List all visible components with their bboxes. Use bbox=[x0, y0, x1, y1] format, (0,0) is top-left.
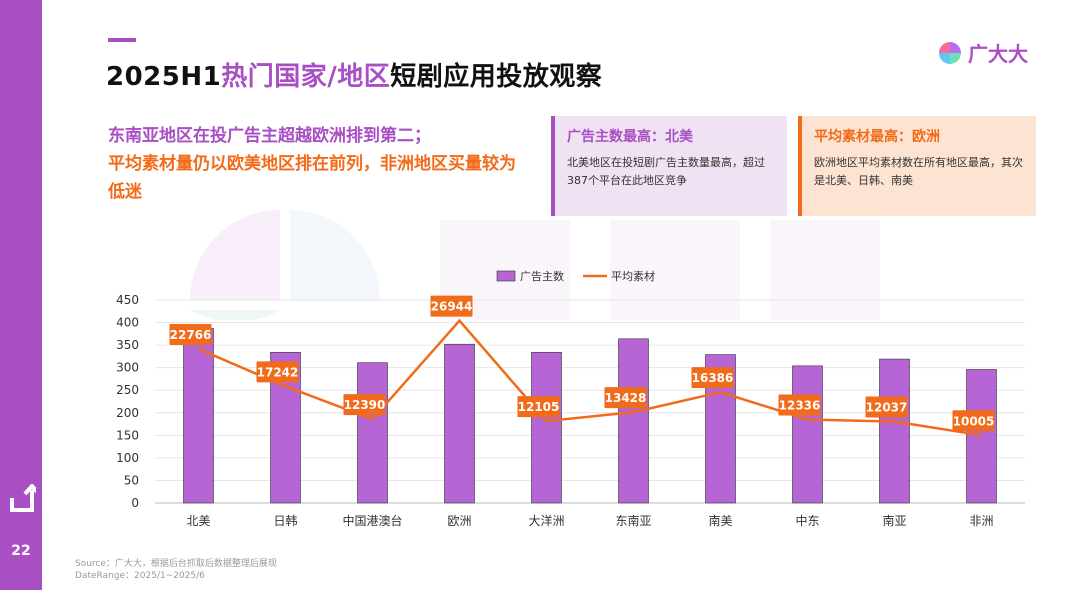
x-tick-label: 南美 bbox=[708, 513, 732, 528]
data-label-box bbox=[691, 367, 734, 389]
x-tick-label: 大洋洲 bbox=[528, 513, 564, 528]
y-tick-label: 50 bbox=[124, 473, 139, 487]
bar bbox=[792, 365, 823, 504]
title-accent-bar bbox=[108, 38, 136, 42]
legend-label: 平均素材 bbox=[611, 269, 655, 283]
data-label-box bbox=[952, 410, 995, 432]
data-label: 12105 bbox=[518, 400, 560, 414]
data-label-box bbox=[865, 396, 908, 418]
card-title: 广告主数最高：北美 bbox=[567, 129, 693, 145]
x-tick-label: 南亚 bbox=[882, 513, 906, 528]
data-label: 12037 bbox=[866, 401, 908, 415]
y-tick-label: 350 bbox=[116, 338, 139, 352]
x-tick-label: 日韩 bbox=[273, 513, 297, 528]
footer-daterange: DateRange：2025/1~2025/6 bbox=[75, 571, 205, 581]
bar bbox=[618, 338, 649, 504]
x-tick-label: 欧洲 bbox=[447, 514, 471, 528]
logo-text: 广大大 bbox=[968, 42, 1028, 66]
y-tick-label: 200 bbox=[116, 406, 139, 420]
card-title: 平均素材最高：欧洲 bbox=[814, 129, 940, 145]
bar bbox=[357, 362, 388, 504]
data-label: 17242 bbox=[257, 365, 299, 379]
summary-line-2: 平均素材量仍以欧美地区排在前列，非洲地区买量较为低迷 bbox=[108, 154, 516, 202]
title-suffix: 短剧应用投放观察 bbox=[390, 62, 603, 92]
brand-logo: 广大大 bbox=[938, 38, 1028, 67]
bar bbox=[444, 343, 475, 504]
data-label: 12336 bbox=[779, 399, 821, 413]
x-tick-label: 北美 bbox=[186, 514, 210, 528]
bar bbox=[531, 352, 562, 504]
data-label: 12390 bbox=[344, 398, 386, 412]
data-label: 16386 bbox=[692, 371, 734, 385]
footer: Source：广大大，根据后台抓取后数据整理后展现 DateRange：2025… bbox=[75, 558, 277, 582]
card-body: 北美地区在投短剧广告主数量最高，超过387个平台在此地区竞争 bbox=[567, 156, 765, 187]
data-label: 26944 bbox=[431, 300, 473, 314]
y-tick-label: 0 bbox=[131, 496, 139, 510]
data-label-box bbox=[517, 396, 560, 418]
data-label-box bbox=[778, 394, 821, 416]
insight-card-creatives: 平均素材最高：欧洲 欧洲地区平均素材数在所有地区最高，其次是北美、日韩、南美 bbox=[798, 116, 1036, 216]
legend-label: 广告主数 bbox=[520, 270, 564, 283]
insight-card-advertisers: 广告主数最高：北美 北美地区在投短剧广告主数量最高，超过387个平台在此地区竞争 bbox=[551, 116, 787, 216]
y-tick-label: 100 bbox=[116, 451, 139, 465]
data-label: 10005 bbox=[953, 414, 995, 428]
chart: 0 50 100 150 200 250 300 350 400 450 北美 日韩 中国港澳台 欧洲 大洋… bbox=[116, 269, 1025, 528]
y-tick-label: 300 bbox=[116, 361, 139, 375]
data-label: 22766 bbox=[170, 328, 212, 342]
y-tick-label: 250 bbox=[116, 383, 139, 397]
data-label-box bbox=[430, 295, 473, 317]
page-number: 22 bbox=[11, 543, 31, 559]
footer-source: Source：广大大，根据后台抓取后数据整理后展现 bbox=[75, 559, 277, 569]
x-tick-label: 非洲 bbox=[969, 514, 993, 528]
x-tick-label: 中国港澳台 bbox=[342, 513, 402, 528]
bar bbox=[966, 369, 997, 504]
data-label: 13428 bbox=[605, 391, 647, 405]
data-label-box bbox=[169, 323, 212, 345]
card-body: 欧洲地区平均素材数在所有地区最高，其次是北美、日韩、南美 bbox=[814, 156, 1023, 187]
title-prefix: 2025H1 bbox=[106, 62, 222, 92]
summary-line-1: 东南亚地区在投广告主超越欧洲排到第二； bbox=[108, 126, 431, 146]
legend-swatch-bar bbox=[496, 270, 516, 282]
return-arrow-icon[interactable] bbox=[8, 484, 36, 514]
page-title: 2025H1热门国家/地区短剧应用投放观察 bbox=[106, 56, 602, 93]
data-label-box bbox=[256, 361, 299, 383]
bar bbox=[879, 358, 910, 504]
y-tick-label: 400 bbox=[116, 316, 139, 330]
sidebar: 22 bbox=[0, 0, 42, 590]
title-highlight: 热门国家/地区 bbox=[221, 62, 391, 92]
four-petal-logo-icon bbox=[939, 41, 961, 64]
y-tick-label: 450 bbox=[116, 293, 139, 307]
summary-text: 东南亚地区在投广告主超越欧洲排到第二； 平均素材量仍以欧美地区排在前列，非洲地区… bbox=[108, 122, 528, 206]
x-tick-label: 东南亚 bbox=[615, 513, 651, 528]
x-tick-label: 中东 bbox=[795, 513, 819, 528]
y-tick-label: 150 bbox=[116, 428, 139, 442]
data-label-box bbox=[343, 394, 386, 416]
data-label-box bbox=[604, 387, 647, 409]
line-series bbox=[198, 318, 982, 437]
